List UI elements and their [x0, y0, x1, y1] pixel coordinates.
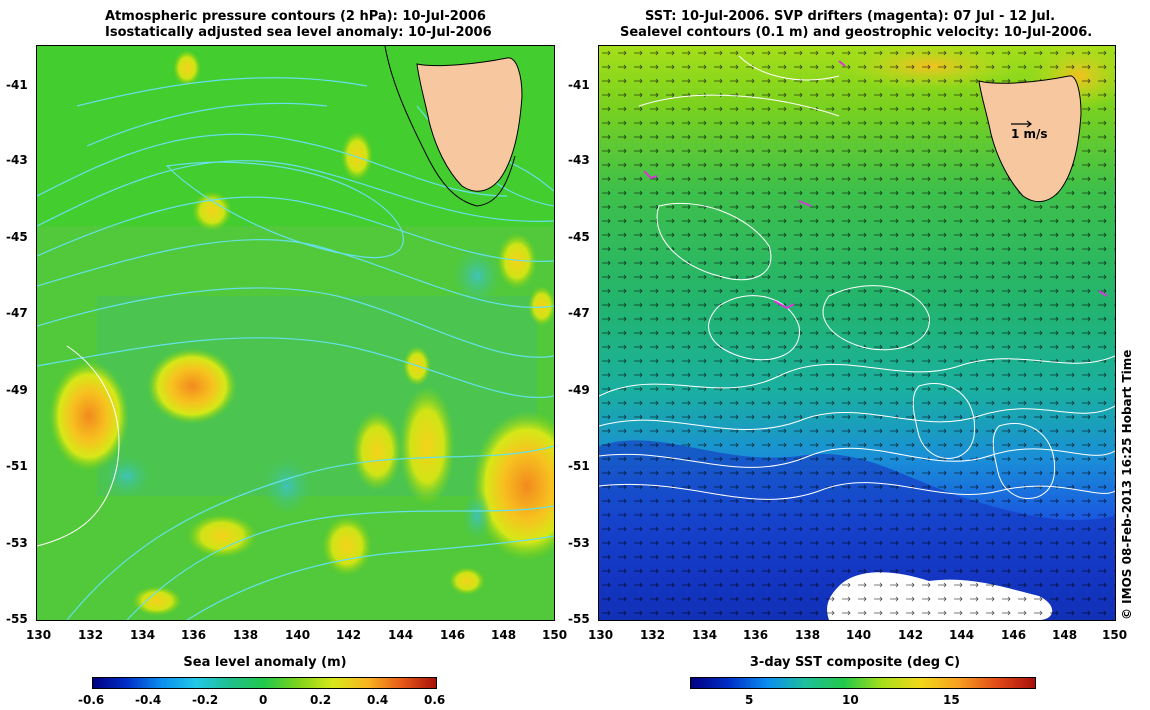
- left-colorbar-title: Sea level anomaly (m): [183, 655, 347, 670]
- left-title-line1: Atmospheric pressure contours (2 hPa): 1…: [105, 9, 486, 24]
- left-y-tick: -53: [6, 536, 28, 550]
- right-y-tick: -47: [568, 306, 590, 320]
- left-colorbar-tick: 0: [259, 693, 268, 707]
- left-y-tick: -41: [6, 78, 28, 92]
- left-colorbar-tick: 0.2: [310, 693, 332, 707]
- left-x-tick: 134: [130, 628, 156, 642]
- left-colorbar-tick: 0.4: [367, 693, 389, 707]
- velocity-scale: [1011, 120, 1032, 128]
- left-colorbar-tick: -0.2: [192, 693, 219, 707]
- right-colorbar-title: 3-day SST composite (deg C): [749, 655, 961, 670]
- left-x-tick: 138: [233, 628, 259, 642]
- left-y-tick: -43: [6, 153, 28, 167]
- right-title-line2: Sealevel contours (0.1 m) and geostrophi…: [620, 25, 1093, 40]
- copyright-text: © IMOS 08-Feb-2013 16:25 Hobart Time: [1120, 349, 1134, 620]
- tasmania-land: [978, 75, 1082, 203]
- right-x-tick: 132: [640, 628, 666, 642]
- sst-map: 1 m/s: [598, 45, 1116, 621]
- right-x-tick: 138: [795, 628, 821, 642]
- left-y-tick: -45: [6, 230, 28, 244]
- tasmania-land: [384, 46, 523, 207]
- velocity-scale-label: 1 m/s: [1011, 127, 1048, 141]
- left-x-tick: 150: [542, 628, 568, 642]
- right-title-line1: SST: 10-Jul-2006. SVP drifters (magenta)…: [644, 9, 1056, 24]
- left-x-tick: 142: [336, 628, 362, 642]
- right-x-tick: 146: [1001, 628, 1027, 642]
- left-y-tick: -47: [6, 306, 28, 320]
- right-x-tick: 148: [1052, 628, 1078, 642]
- right-colorbar-tick: 10: [842, 693, 859, 707]
- right-y-tick: -53: [568, 536, 590, 550]
- right-colorbar-tick: 5: [745, 693, 754, 707]
- right-x-tick: 142: [898, 628, 924, 642]
- sst-colorbar: [690, 677, 1036, 689]
- left-y-tick: -51: [6, 459, 28, 473]
- sealevel-contours: [599, 55, 1115, 500]
- sea-level-anomaly-map: [36, 45, 555, 621]
- left-colorbar-tick: 0.6: [424, 693, 446, 707]
- pressure-contours: [37, 65, 554, 620]
- right-y-tick: -51: [568, 459, 590, 473]
- left-x-tick: 146: [440, 628, 466, 642]
- right-x-tick: 150: [1102, 628, 1128, 642]
- left-x-tick: 140: [285, 628, 311, 642]
- anomaly-blobs: [49, 50, 554, 616]
- right-y-tick: -55: [568, 612, 590, 626]
- right-y-tick: -41: [568, 78, 590, 92]
- left-x-tick: 136: [181, 628, 207, 642]
- left-y-tick: -49: [6, 383, 28, 397]
- right-x-tick: 134: [692, 628, 718, 642]
- right-y-tick: -43: [568, 153, 590, 167]
- drifter-tracks: [643, 60, 1108, 310]
- right-x-tick: 144: [949, 628, 975, 642]
- left-y-tick: -55: [6, 612, 28, 626]
- left-colorbar-tick: -0.6: [78, 693, 105, 707]
- right-x-tick: 136: [743, 628, 769, 642]
- right-x-tick: 140: [846, 628, 872, 642]
- left-x-tick: 130: [26, 628, 52, 642]
- sea-level-colorbar: [92, 677, 437, 689]
- left-x-tick: 144: [388, 628, 414, 642]
- left-x-tick: 132: [78, 628, 104, 642]
- right-y-tick: -45: [568, 230, 590, 244]
- right-x-tick: 130: [588, 628, 614, 642]
- right-y-tick: -49: [568, 383, 590, 397]
- right-colorbar-tick: 15: [943, 693, 960, 707]
- left-title-line2: Isostatically adjusted sea level anomaly…: [105, 25, 492, 40]
- left-x-tick: 148: [491, 628, 517, 642]
- left-colorbar-tick: -0.4: [135, 693, 162, 707]
- white-contour: [37, 345, 120, 547]
